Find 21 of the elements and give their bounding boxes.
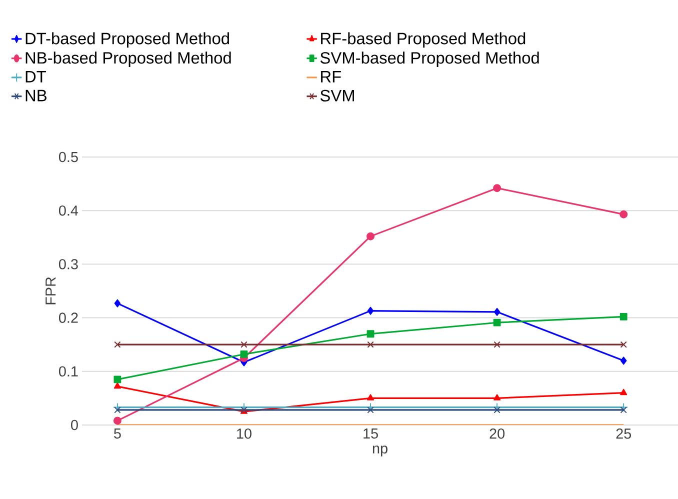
y-tick-label: 0 <box>71 420 78 430</box>
y-axis-title: FPR <box>46 277 56 304</box>
y-tick-label: 0.3 <box>58 259 78 270</box>
x-tick-label: 15 <box>364 428 378 439</box>
legend-label: RF <box>321 71 341 82</box>
legend-label: SVM <box>320 90 354 102</box>
legend-label: NB <box>26 90 46 102</box>
legend-label: DT <box>26 71 46 82</box>
y-tick-label: 0.4 <box>58 205 78 216</box>
x-tick-label: 25 <box>616 428 632 439</box>
x-tick-label: 5 <box>114 428 121 439</box>
legend-label: RF-based Proposed Method <box>321 32 526 48</box>
x-axis-title: np <box>372 446 388 456</box>
legend-label: SVM-based Proposed Method <box>320 52 539 67</box>
x-tick-label: 10 <box>237 428 252 439</box>
y-tick-label: 0.2 <box>58 312 78 323</box>
legend-label: NB-based Proposed Method <box>26 52 231 67</box>
y-tick-label: 0.5 <box>58 152 78 162</box>
y-tick-label: 0.1 <box>58 366 78 376</box>
legend-label: DT-based Proposed Method <box>26 32 229 48</box>
x-tick-label: 20 <box>490 428 505 439</box>
